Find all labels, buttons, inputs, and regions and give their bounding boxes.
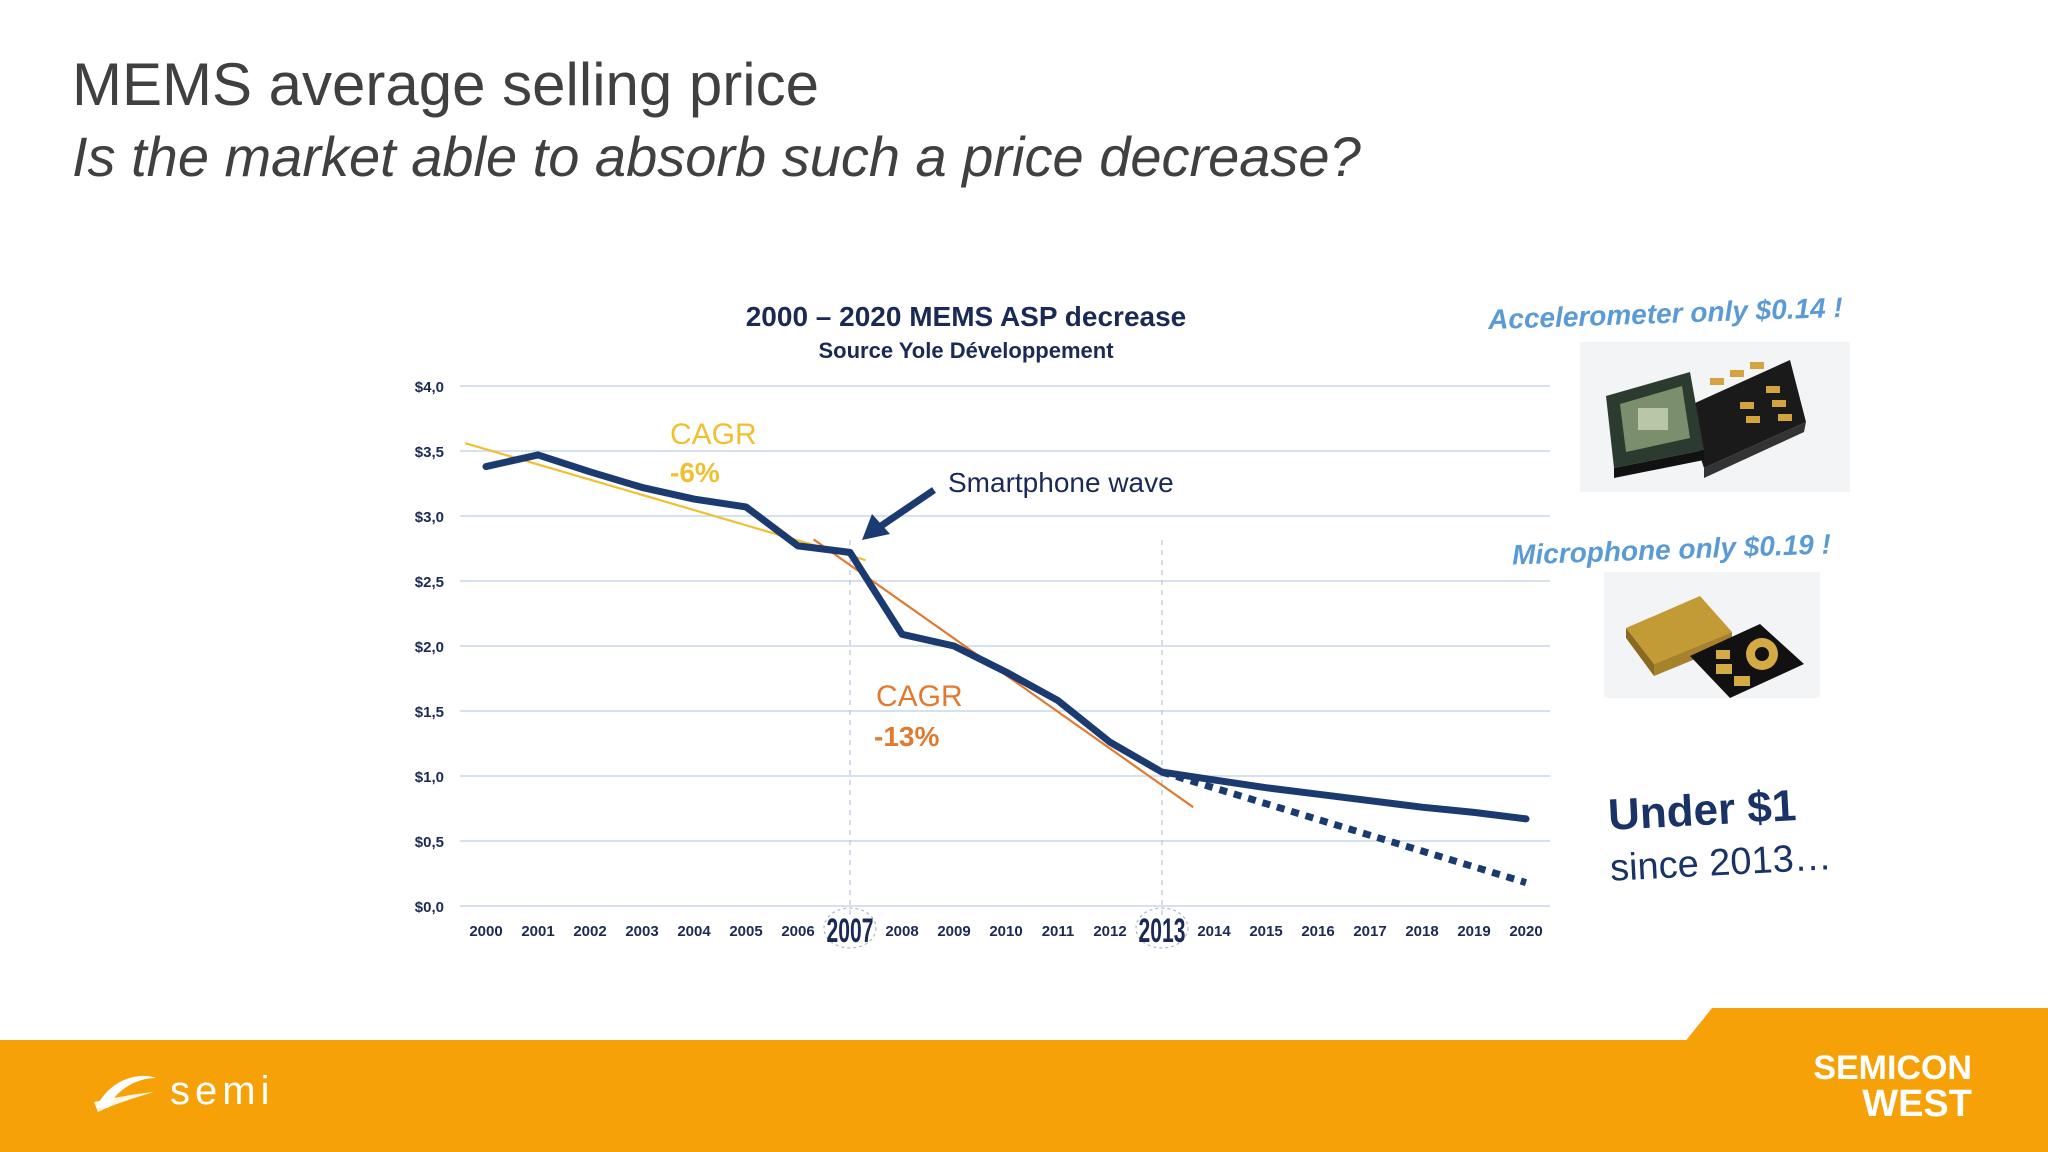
forecast-dotted-line <box>1160 768 1528 886</box>
y-tick-label: $3,0 <box>415 509 444 526</box>
x-tick-label: 2016 <box>1301 923 1334 940</box>
microphone-image <box>1604 572 1820 698</box>
cagr-13-label: CAGR <box>876 680 963 713</box>
x-tick-label: 2013 <box>1139 911 1186 949</box>
footer-bar <box>0 1040 2048 1152</box>
x-tick-label: 2012 <box>1093 923 1126 940</box>
cagr-13-value: -13% <box>874 721 939 752</box>
asp-line-chart: $0,0 $0,5 $1,0 $1,5 $2,0 $2,5 $3,0 $3,5 $4,0 2000… <box>415 301 1550 949</box>
under-one-dollar-text: Under $1 <box>1606 781 1798 840</box>
x-tick-label: 2019 <box>1457 923 1490 940</box>
x-tick-label: 2011 <box>1042 923 1075 940</box>
smartphone-wave-label: Smartphone wave <box>948 467 1174 498</box>
x-tick-label: 2009 <box>937 923 970 940</box>
y-tick-label: $2,0 <box>415 639 444 656</box>
x-tick-label: 2004 <box>677 923 711 940</box>
x-tick-label: 2005 <box>729 923 762 940</box>
cagr-6-value: -6% <box>670 457 720 488</box>
x-tick-label: 2001 <box>521 923 554 940</box>
x-tick-label: 2014 <box>1197 923 1231 940</box>
y-tick-label: $4,0 <box>415 379 444 396</box>
asp-series-line <box>482 451 1530 823</box>
x-tick-label: 2003 <box>625 923 658 940</box>
x-tick-label: 2007 <box>827 911 874 949</box>
semi-logo: semi <box>90 1068 274 1114</box>
y-tick-label: $1,5 <box>415 704 444 721</box>
trend-line <box>464 442 866 562</box>
x-tick-label: 2010 <box>989 923 1022 940</box>
highlight-oval <box>1135 907 1189 949</box>
accelerometer-image <box>1580 342 1850 492</box>
x-tick-label: 2006 <box>781 923 814 940</box>
y-tick-label: $2,5 <box>415 574 444 591</box>
chart-subtitle: Source Yole Développement <box>818 338 1114 363</box>
cagr-6-label: CAGR <box>670 418 757 451</box>
highlight-oval <box>823 907 877 949</box>
x-tick-label: 2020 <box>1509 923 1542 940</box>
y-tick-label: $0,5 <box>415 834 444 851</box>
semicon-logo-line2: WEST <box>1862 1083 1972 1125</box>
chart-title: 2000 – 2020 MEMS ASP decrease <box>746 301 1187 332</box>
y-tick-label: $3,5 <box>415 444 444 461</box>
semi-swoosh-icon <box>94 1075 156 1112</box>
semicon-west-logo: SEMICON WEST <box>1813 1049 1972 1125</box>
y-tick-label: $0,0 <box>415 899 444 916</box>
slide-title: MEMS average selling price <box>72 51 819 118</box>
x-tick-label: 2018 <box>1405 923 1438 940</box>
x-tick-label: 2017 <box>1353 923 1386 940</box>
slide-subtitle: Is the market able to absorb such a pric… <box>72 125 1361 188</box>
x-tick-label: 2000 <box>469 923 502 940</box>
y-tick-label: $1,0 <box>415 769 444 786</box>
x-tick-label: 2008 <box>885 923 918 940</box>
x-tick-label: 2015 <box>1249 923 1282 940</box>
semicon-logo-line1: SEMICON <box>1813 1049 1972 1087</box>
semi-logo-text: semi <box>170 1068 275 1113</box>
x-tick-label: 2002 <box>573 923 606 940</box>
smartphone-wave-arrow <box>862 487 936 540</box>
